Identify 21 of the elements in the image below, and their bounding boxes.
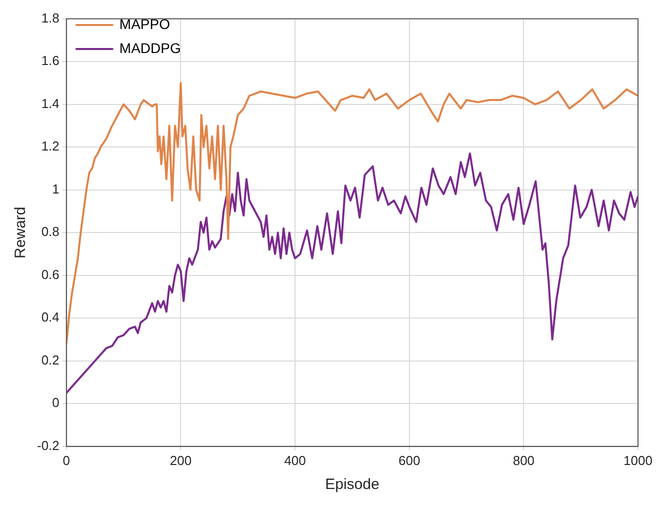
y-tick-label: 1.2 [41,138,60,154]
x-axis-title: Episode [325,476,380,494]
y-tick-label: 1.6 [41,53,60,68]
y-tick-label: 1.8 [41,10,60,26]
y-tick-label: 0.6 [41,266,60,282]
legend-label: MAPPO [119,16,170,32]
x-tick-label: 800 [512,452,535,468]
y-tick-label: 0.8 [41,224,60,240]
y-tick-label: 0.2 [41,352,60,368]
y-tick-label: 1 [52,181,60,196]
x-tick-label: 0 [62,452,70,468]
x-tick-label: 1000 [624,452,652,468]
y-tick-label: 1.4 [41,96,60,111]
x-tick-label: 600 [398,452,420,468]
y-tick-label: -0.2 [36,438,60,453]
y-tick-label: 0 [52,395,60,410]
y-tick-label: 0.4 [41,310,60,325]
legend-label: MADDPG [119,40,181,56]
y-axis-title: Reward [12,206,30,258]
x-tick-label: 400 [284,452,306,468]
x-tick-label: 200 [170,452,192,468]
